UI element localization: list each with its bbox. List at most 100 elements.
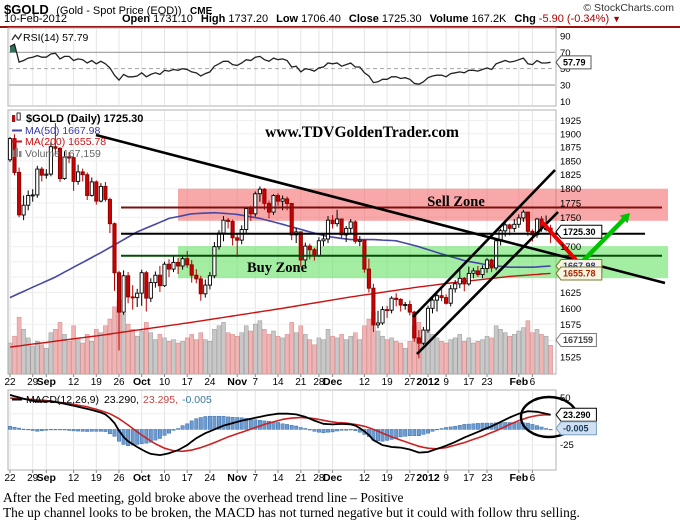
up-channel-line — [416, 211, 559, 355]
macd-histogram-bar — [544, 428, 549, 430]
volume-bar — [466, 337, 472, 375]
volume-bar — [234, 335, 240, 375]
macd-histogram-bar — [326, 429, 330, 433]
sell-zone-label: Sell Zone — [427, 194, 485, 210]
candle-body — [348, 221, 353, 229]
candle-body — [53, 146, 58, 149]
date-tick-label: 24 — [204, 473, 216, 484]
macd-histogram-bar — [448, 426, 453, 430]
date-tick-label: 19 — [382, 473, 394, 484]
candle-body — [466, 272, 471, 285]
macd-histogram-bar — [162, 429, 167, 436]
candle-body — [239, 229, 244, 241]
candle-body — [271, 195, 276, 213]
volume-value-box — [555, 333, 597, 347]
volume-bar — [39, 344, 45, 375]
candle-body — [98, 185, 103, 202]
ticker-symbol: $GOLD — [4, 2, 49, 17]
macd-histogram-bar — [407, 429, 412, 436]
date-tick-label: 2012 — [416, 376, 440, 388]
candle-body — [76, 171, 81, 182]
macd-histogram-bar — [289, 425, 294, 430]
macd-histogram-bar — [316, 429, 321, 433]
volume-bar — [98, 332, 104, 375]
volume-bar — [53, 329, 58, 375]
volume-bar — [112, 306, 117, 375]
macd-histogram-bar — [376, 429, 380, 441]
title-row: $GOLD (Gold - Spot Price (EOD)) CME — [4, 1, 212, 19]
candle-body — [80, 171, 85, 176]
candle-body — [35, 168, 40, 196]
macd-histogram-bar — [217, 415, 221, 430]
macd-histogram-bar — [380, 429, 385, 442]
price-scale-label: 1875 — [560, 143, 581, 154]
price-scale-label: 1600 — [560, 304, 581, 315]
macd-histogram-bar — [17, 427, 22, 430]
macd-histogram-bar — [180, 425, 185, 430]
date-tick-label: 12 — [359, 473, 371, 484]
volume-bar — [389, 337, 394, 375]
date-tick-label: Nov — [227, 472, 247, 484]
rsi-scale-label: 10 — [560, 97, 571, 108]
watermark: www.TDVGoldenTrader.com — [265, 124, 459, 141]
volume-bar — [448, 339, 453, 375]
candle-body — [453, 283, 458, 290]
macd-histogram-bar — [176, 428, 181, 430]
signal-legend-value: 23.295, — [143, 394, 178, 406]
candle-body — [121, 275, 126, 313]
macd-histogram-bar — [30, 429, 35, 431]
candle-body — [344, 227, 349, 236]
volume-bar — [393, 341, 399, 375]
date-tick-label: 17 — [182, 473, 194, 484]
macd-histogram-bar — [148, 429, 153, 443]
candle-body — [230, 220, 235, 239]
macd-value-box-text: 23.290 — [563, 410, 591, 420]
chart-date: 10-Feb-2012 — [4, 13, 67, 25]
macd-histogram-bar — [439, 428, 444, 430]
candle-body — [67, 156, 72, 159]
volume-bar — [284, 334, 290, 375]
quote-label: Volume — [429, 13, 469, 25]
quote-value: 1731.10 — [153, 13, 193, 25]
ma50-line — [9, 211, 551, 299]
volume-bar — [184, 337, 190, 375]
volume-bar — [339, 334, 344, 375]
candle-body — [180, 258, 185, 267]
candle-body — [471, 270, 476, 274]
macd-histogram-bar — [89, 429, 94, 432]
macd-histogram-bar — [335, 429, 340, 432]
macd-histogram-bar — [267, 420, 271, 430]
macd-histogram-bar — [430, 429, 435, 432]
candle-body — [235, 237, 240, 241]
macd-histogram-bar — [307, 429, 312, 431]
volume-bar — [198, 332, 204, 375]
date-tick-label: Feb — [509, 472, 528, 484]
volume-bar — [316, 337, 322, 375]
candle-body — [325, 219, 331, 240]
volume-bar — [289, 322, 294, 375]
candle-body — [216, 232, 222, 248]
date-tick-label: 12 — [359, 377, 371, 388]
volume-bar — [516, 330, 522, 375]
volume-bar — [484, 335, 490, 375]
macd-histogram-bar — [203, 416, 208, 430]
candle-body — [394, 297, 399, 300]
volume-bar — [103, 325, 108, 375]
macd-histogram-bar — [253, 419, 258, 430]
macd-histogram-bar — [280, 423, 285, 430]
macd-histogram-bar — [98, 429, 103, 432]
macd-plot — [8, 394, 553, 457]
candle-body — [248, 208, 253, 215]
candle-body — [203, 284, 208, 295]
candle-body — [280, 198, 285, 202]
volume-bars-icon — [12, 148, 22, 157]
volume-bar — [125, 323, 131, 375]
price-scale-label: 1800 — [560, 184, 581, 195]
price-value-box-text: 1725.30 — [563, 227, 596, 237]
macd-histogram-bar — [171, 429, 176, 431]
candle-body — [253, 193, 258, 215]
macd-histogram-bar — [44, 429, 49, 431]
volume-bar — [7, 342, 13, 375]
volume-bar — [262, 329, 267, 375]
